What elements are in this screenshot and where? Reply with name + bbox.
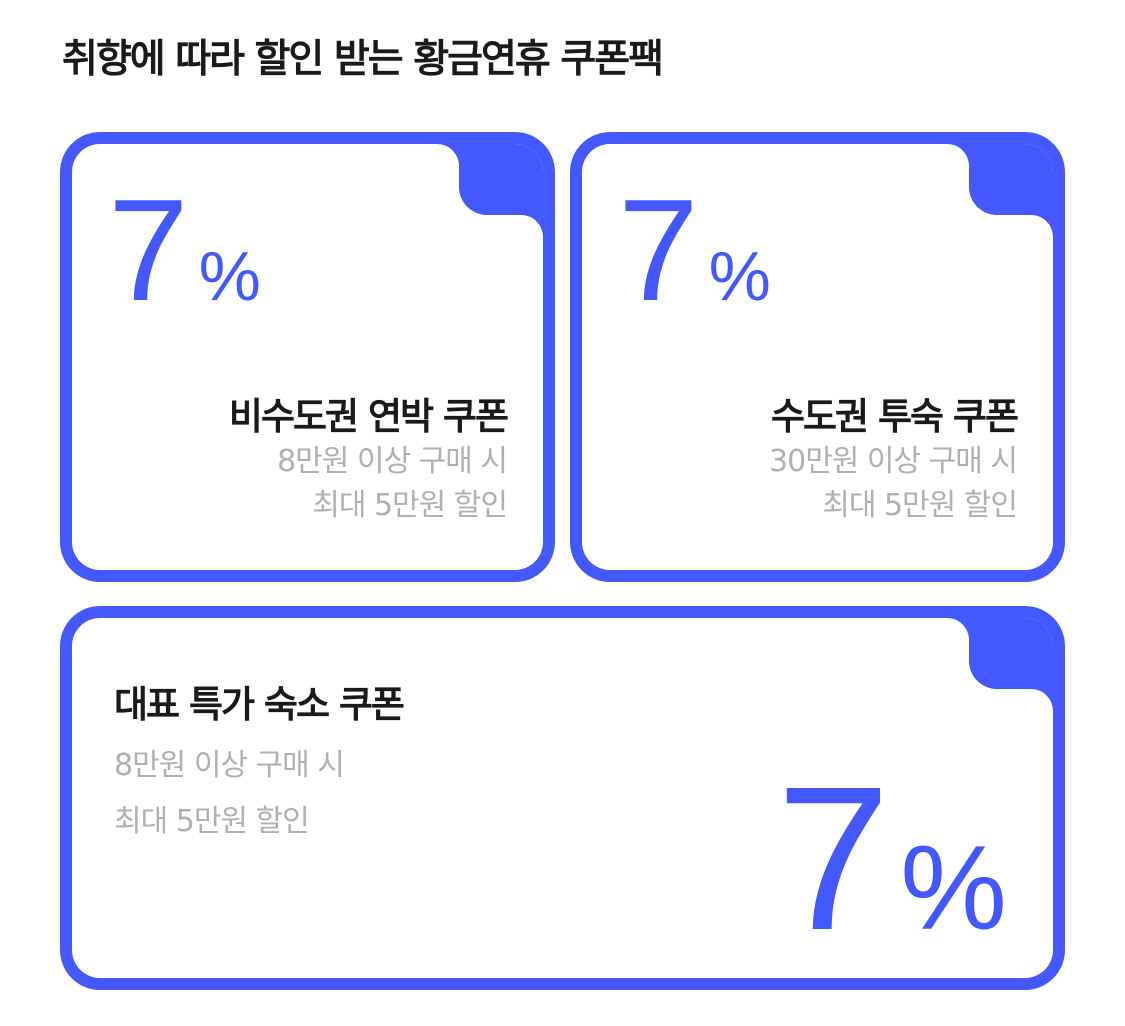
corner-tab: [969, 144, 1053, 215]
discount-value: 7: [108, 169, 189, 331]
discount-unit: %: [708, 237, 771, 315]
coupon-card-capital[interactable]: 7% 수도권 투숙 쿠폰 30만원 이상 구매 시 최대 5만원 할인: [570, 132, 1065, 582]
coupon-name: 비수도권 연박 쿠폰: [228, 395, 509, 438]
discount-rate: 7%: [108, 178, 261, 323]
coupon-condition: 8만원 이상 구매 시: [277, 444, 508, 479]
coupon-card-body: 대표 특가 숙소 쿠폰 8만원 이상 구매 시 최대 5만원 할인 7%: [72, 618, 1053, 978]
coupon-name: 대표 특가 숙소 쿠폰: [114, 683, 405, 726]
page-title: 취향에 따라 할인 받는 황금연휴 쿠폰팩: [62, 37, 664, 82]
coupon-benefit: 최대 5만원 할인: [114, 804, 310, 839]
discount-rate: 7%: [776, 756, 1007, 961]
corner-tab: [969, 618, 1053, 689]
coupon-benefit: 최대 5만원 할인: [822, 488, 1018, 523]
corner-tab: [459, 144, 543, 215]
coupon-condition: 8만원 이상 구매 시: [114, 748, 345, 783]
discount-rate: 7%: [618, 178, 771, 323]
discount-unit: %: [900, 821, 1007, 955]
coupon-name: 수도권 투숙 쿠폰: [770, 395, 1019, 438]
discount-unit: %: [198, 237, 261, 315]
coupon-card-featured[interactable]: 대표 특가 숙소 쿠폰 8만원 이상 구매 시 최대 5만원 할인 7%: [60, 606, 1065, 990]
coupon-card-non-capital[interactable]: 7% 비수도권 연박 쿠폰 8만원 이상 구매 시 최대 5만원 할인: [60, 132, 555, 582]
coupon-benefit: 최대 5만원 할인: [312, 488, 508, 523]
discount-value: 7: [776, 744, 891, 973]
coupon-card-body: 7% 비수도권 연박 쿠폰 8만원 이상 구매 시 최대 5만원 할인: [72, 144, 543, 570]
coupon-condition: 30만원 이상 구매 시: [769, 444, 1018, 479]
coupon-card-body: 7% 수도권 투숙 쿠폰 30만원 이상 구매 시 최대 5만원 할인: [582, 144, 1053, 570]
discount-value: 7: [618, 169, 699, 331]
